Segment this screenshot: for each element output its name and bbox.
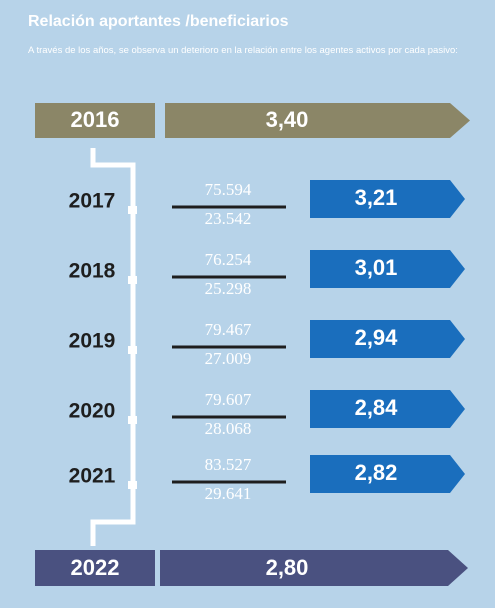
subtitle: A través de los años, se observa un dete… — [28, 45, 458, 56]
ratio: 3,40 — [266, 107, 309, 132]
numerator: 83.527 — [205, 455, 252, 474]
year: 2021 — [69, 465, 116, 488]
title: Relación aportantes /beneficiarios — [28, 13, 289, 30]
ratio: 3,01 — [355, 255, 398, 280]
ratio: 2,80 — [266, 555, 309, 580]
ratio: 3,21 — [355, 185, 398, 210]
ratio-arrow — [310, 455, 465, 493]
ratio-arrow — [310, 320, 465, 358]
denominator: 27.009 — [205, 349, 252, 368]
year: 2017 — [69, 190, 116, 213]
year: 2022 — [71, 555, 120, 580]
denominator: 28.068 — [205, 419, 252, 438]
connector-tick — [128, 346, 137, 354]
ratio: 2,84 — [355, 395, 399, 420]
ratio: 2,94 — [355, 325, 399, 350]
numerator: 76.254 — [205, 250, 252, 269]
numerator: 79.607 — [205, 390, 252, 409]
denominator: 29.641 — [205, 484, 252, 503]
ratio-arrow — [310, 180, 465, 218]
rows: 2017 75.594 23.542 3,21 2018 76.254 25.298 3,01… — [69, 180, 465, 503]
denominator: 23.542 — [205, 209, 252, 228]
ratio-arrow — [310, 250, 465, 288]
ratio-arrow — [310, 390, 465, 428]
year: 2018 — [69, 260, 116, 283]
connector-tick — [128, 416, 137, 424]
numerator: 75.594 — [205, 180, 252, 199]
connector — [90, 148, 136, 546]
subtitle-box: A través de los años, se observa un dete… — [28, 45, 458, 56]
year: 2016 — [71, 107, 120, 132]
connector-tick — [128, 276, 137, 284]
connector-tick — [128, 206, 137, 214]
year: 2020 — [69, 400, 116, 423]
ratio-arrow — [165, 103, 470, 138]
year-box — [35, 550, 155, 586]
ratio: 2,82 — [355, 460, 398, 485]
connector-tick — [128, 481, 137, 489]
ratio-arrow — [160, 550, 468, 586]
denominator: 25.298 — [205, 279, 252, 298]
year: 2019 — [69, 330, 116, 353]
year-box — [35, 103, 155, 138]
numerator: 79.467 — [205, 320, 252, 339]
